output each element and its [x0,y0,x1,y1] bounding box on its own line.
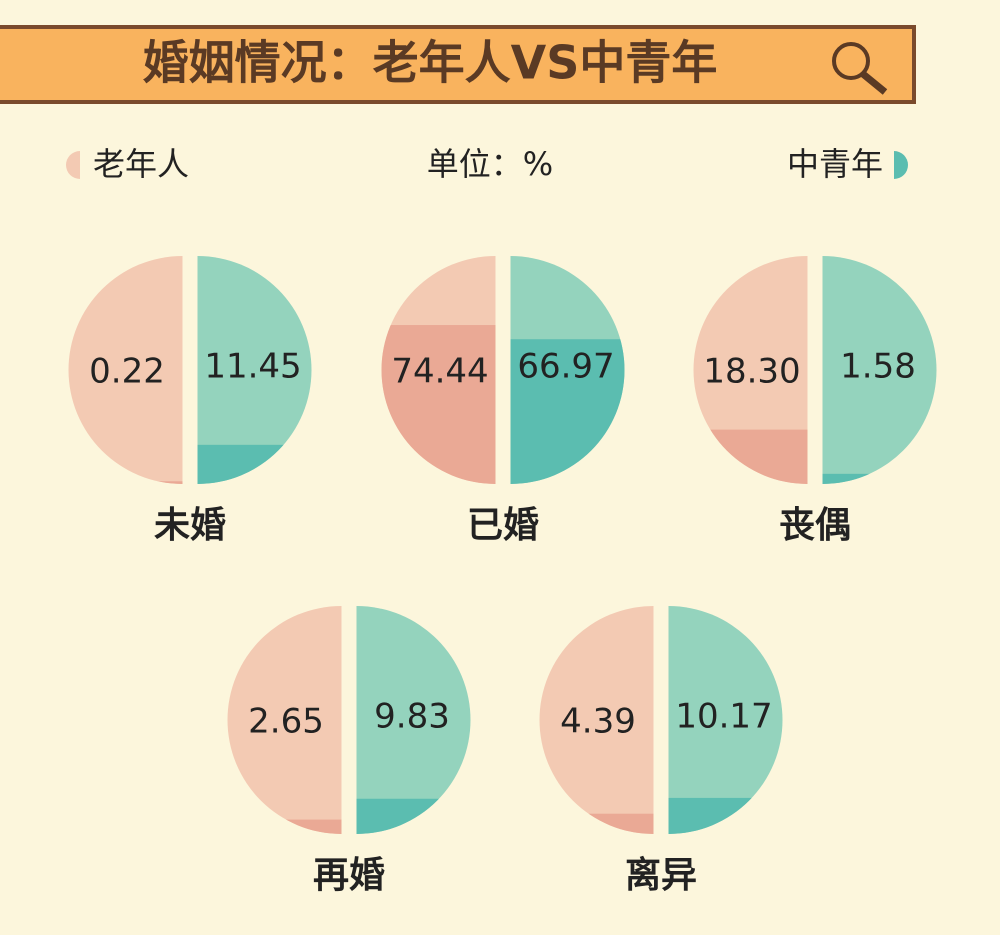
half-disc [539,606,654,834]
category-label: 离异 [625,855,697,896]
category-label: 已婚 [467,505,539,546]
half-disc [197,256,312,484]
value-label: 18.30 [703,352,800,392]
half-disc [668,606,783,834]
legend-label: 中青年 [787,145,883,183]
half-disc [227,606,342,834]
value-label: 74.44 [391,352,488,392]
half-disc [693,256,808,484]
value-label: 4.39 [560,702,636,742]
category-label: 丧偶 [779,505,851,546]
magnifier-icon [832,42,888,95]
legend-label: 老年人 [93,145,189,183]
category-label: 未婚 [154,505,226,546]
value-label: 11.45 [204,347,301,387]
value-label: 66.97 [517,347,614,387]
value-label: 1.58 [840,347,916,387]
value-label: 10.17 [675,697,772,737]
chart-title: 婚姻情况：老年人VS中青年 [143,36,718,90]
half-disc [68,256,183,484]
title-banner [0,25,916,104]
half-disc [822,256,937,484]
value-label: 2.65 [248,702,324,742]
legend-swatch [894,151,908,179]
value-label: 9.83 [374,697,450,737]
legend-swatch [66,151,80,179]
half-disc [356,606,471,834]
unit-label: 单位：% [427,145,553,183]
value-label: 0.22 [89,352,165,392]
category-label: 再婚 [313,855,385,896]
